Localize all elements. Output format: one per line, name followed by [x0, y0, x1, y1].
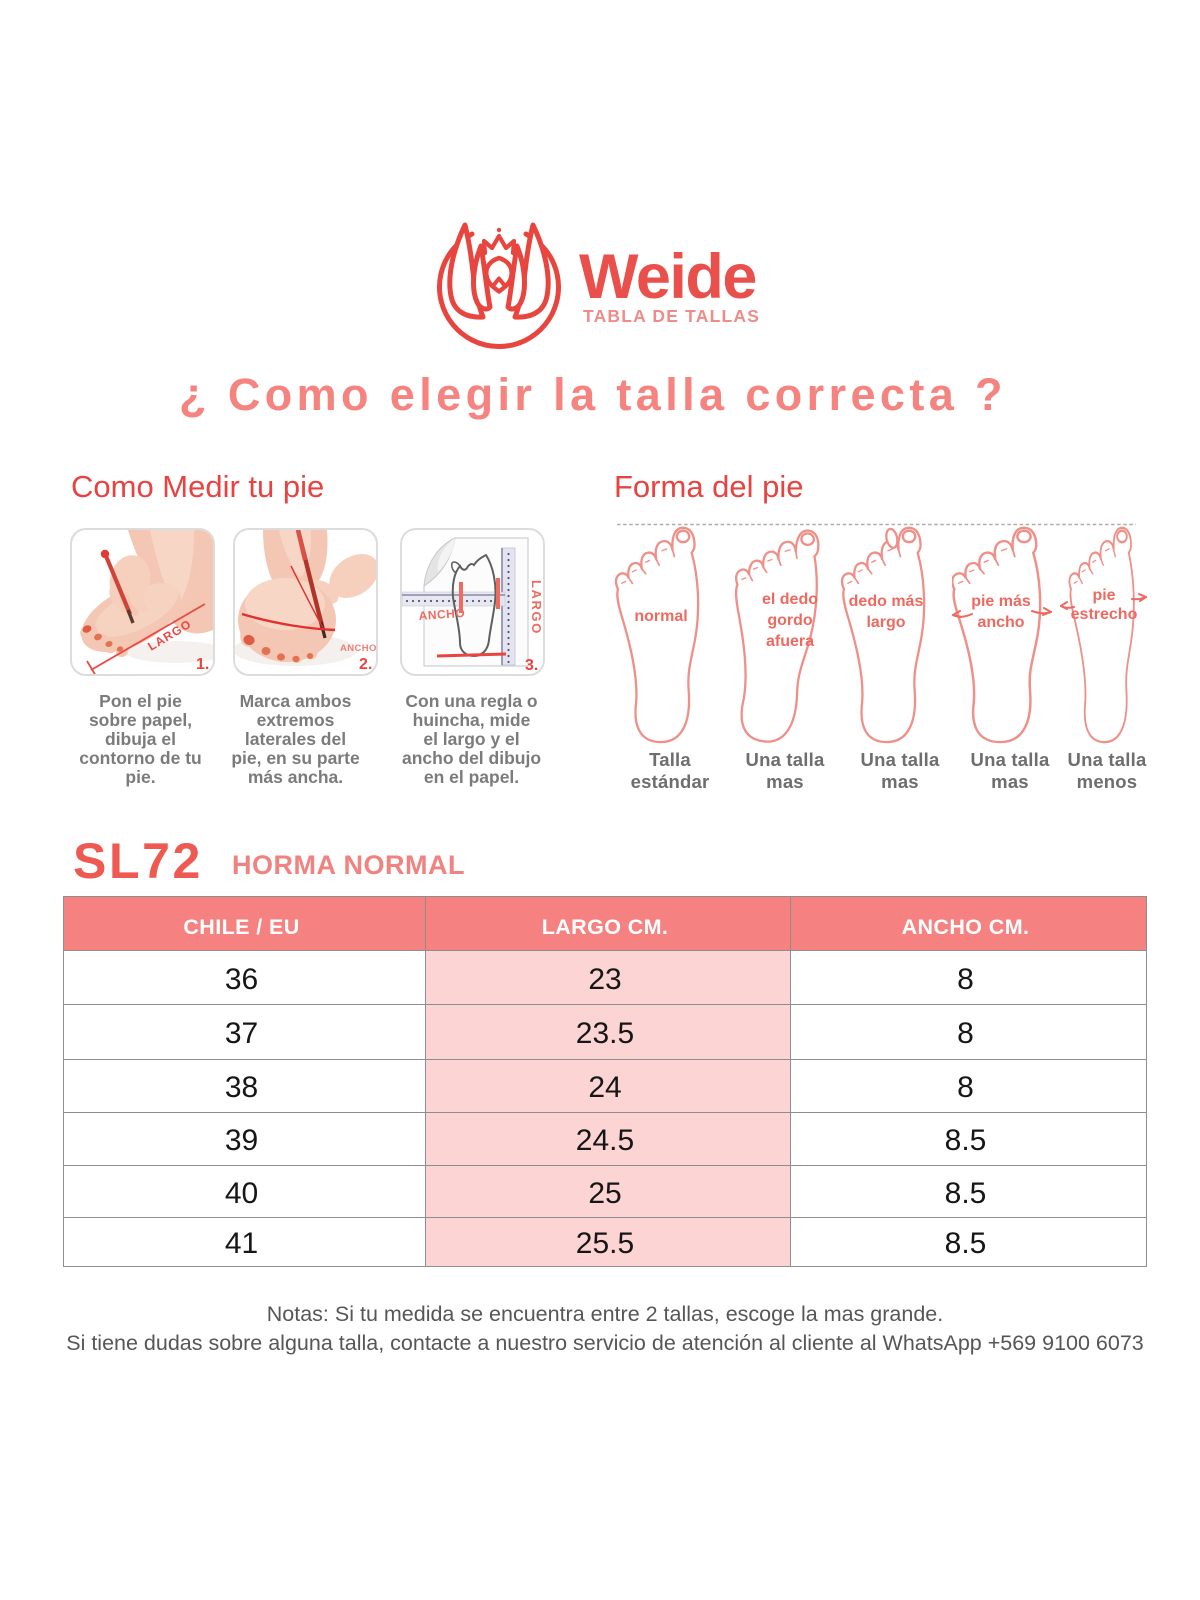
svg-text:3.: 3. [525, 657, 538, 674]
svg-text:1.: 1. [196, 656, 209, 673]
svg-text:ANCHO: ANCHO [340, 643, 376, 654]
svg-text:2.: 2. [359, 656, 372, 673]
svg-text:ANCHO: ANCHO [418, 606, 465, 623]
svg-text:LARGO: LARGO [529, 580, 543, 635]
